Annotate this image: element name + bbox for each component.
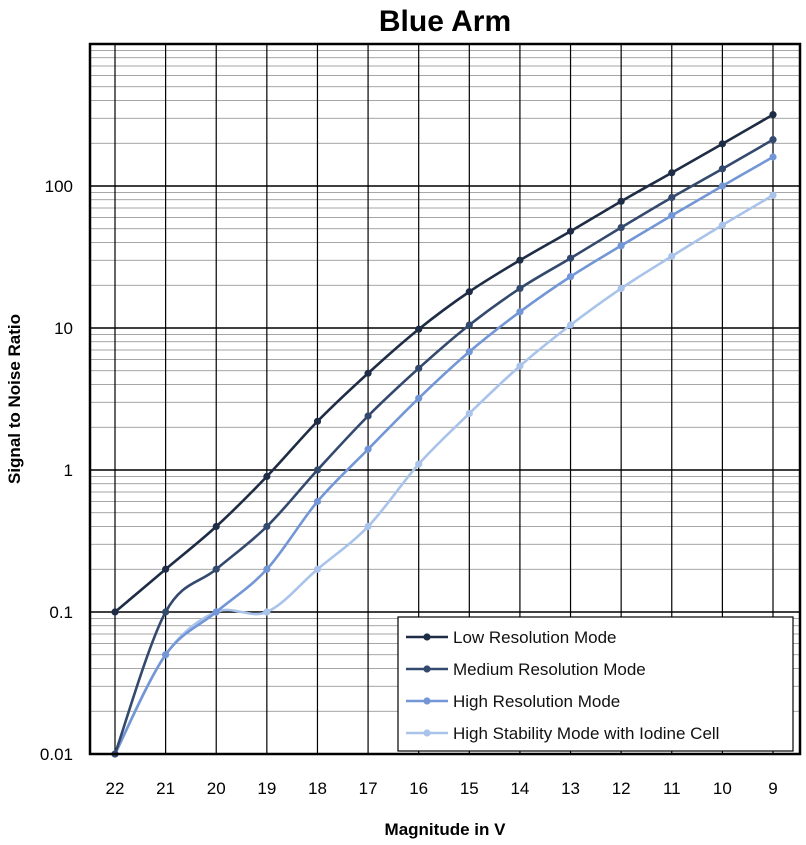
data-point	[364, 412, 372, 420]
data-point	[668, 169, 676, 177]
data-point	[769, 111, 777, 119]
data-point	[516, 362, 524, 370]
grid	[90, 44, 800, 755]
x-tick-label: 17	[359, 779, 378, 798]
x-tick-label: 20	[207, 779, 226, 798]
data-point	[313, 417, 322, 425]
legend: Low Resolution Mode Medium Resolution Mod…	[397, 616, 794, 752]
data-point	[516, 284, 524, 293]
data-point	[111, 608, 119, 616]
data-point	[313, 466, 322, 474]
x-tick-labels: 22 21 20 19 18 17 16 15 14 13 12 11 10 9	[106, 779, 778, 798]
data-point	[415, 325, 423, 333]
x-tick-label: 15	[460, 779, 479, 798]
data-point	[617, 284, 625, 293]
series-3	[111, 153, 777, 758]
x-tick-label: 11	[663, 779, 681, 798]
legend-swatch-marker	[423, 665, 431, 673]
x-tick-label: 16	[409, 779, 428, 798]
x-tick-label: 14	[510, 779, 529, 798]
y-axis-label: Signal to Noise Ratio	[5, 314, 24, 484]
legend-label: Medium Resolution Mode	[453, 660, 646, 679]
data-point	[162, 651, 170, 659]
data-point	[162, 608, 170, 616]
data-point	[769, 191, 777, 199]
data-point	[566, 254, 575, 262]
y-tick-label: 0.01	[40, 745, 73, 764]
legend-swatch-marker	[423, 729, 431, 737]
data-point	[364, 522, 372, 531]
legend-label: High Stability Mode with Iodine Cell	[453, 724, 719, 743]
data-point	[263, 522, 271, 531]
data-point	[668, 252, 676, 260]
data-point	[566, 321, 575, 329]
legend-item: Medium Resolution Mode	[406, 660, 646, 679]
data-point	[566, 273, 575, 281]
x-tick-label: 9	[768, 779, 777, 798]
legend-item: High Resolution Mode	[406, 692, 620, 711]
data-point	[617, 223, 625, 232]
data-point	[162, 565, 170, 573]
legend-box	[397, 616, 794, 752]
data-point	[415, 394, 423, 402]
data-point	[313, 497, 322, 506]
data-point	[769, 153, 777, 161]
x-tick-label: 12	[612, 779, 631, 798]
x-tick-label: 10	[713, 779, 732, 798]
data-point	[263, 565, 271, 573]
data-point	[617, 242, 625, 250]
x-tick-label: 19	[257, 779, 276, 798]
series-line	[113, 113, 775, 614]
legend-label: Low Resolution Mode	[453, 628, 616, 647]
legend-label: High Resolution Mode	[453, 692, 620, 711]
data-point	[415, 460, 423, 468]
x-tick-label: 13	[561, 779, 580, 798]
data-point	[718, 165, 726, 173]
data-point	[465, 288, 473, 296]
data-point	[465, 321, 473, 329]
data-point	[718, 140, 726, 148]
legend-item: High Stability Mode with Iodine Cell	[406, 724, 719, 743]
data-point	[718, 221, 726, 229]
data-point	[263, 608, 271, 616]
series-1	[111, 111, 777, 616]
plot-frame	[88, 42, 802, 756]
legend-item: Low Resolution Mode	[406, 628, 616, 647]
data-point	[718, 182, 726, 190]
data-point	[668, 211, 676, 220]
data-point	[212, 565, 220, 573]
data-point	[364, 445, 372, 453]
chart-title: Blue Arm	[379, 5, 511, 38]
data-point	[617, 197, 625, 205]
x-tick-label: 18	[308, 779, 327, 798]
legend-items: Low Resolution Mode Medium Resolution Mod…	[406, 628, 719, 743]
data-point	[516, 256, 524, 264]
y-tick-label: 0.1	[49, 603, 73, 622]
data-point	[516, 308, 524, 316]
x-axis-label: Magnitude in V	[385, 820, 507, 839]
y-tick-label: 1	[64, 461, 73, 480]
legend-swatch-marker	[423, 633, 431, 641]
data-point	[364, 369, 372, 377]
y-tick-labels: 0.01 0.1 1 10 100	[40, 177, 73, 764]
data-point	[465, 348, 473, 356]
data-point	[415, 364, 423, 372]
data-point	[566, 227, 575, 235]
data-point	[212, 608, 220, 616]
y-tick-label: 10	[54, 319, 73, 338]
data-point	[263, 472, 271, 481]
data-point	[313, 565, 322, 573]
x-tick-label: 21	[156, 779, 175, 798]
data-point	[212, 522, 220, 531]
legend-swatch-marker	[423, 697, 431, 705]
data-point	[465, 409, 473, 418]
data-point	[769, 136, 777, 144]
series-2	[111, 136, 777, 758]
x-tick-label: 22	[106, 779, 125, 798]
data-point	[668, 193, 676, 202]
y-tick-label: 100	[45, 177, 73, 196]
series-lines	[111, 111, 777, 758]
